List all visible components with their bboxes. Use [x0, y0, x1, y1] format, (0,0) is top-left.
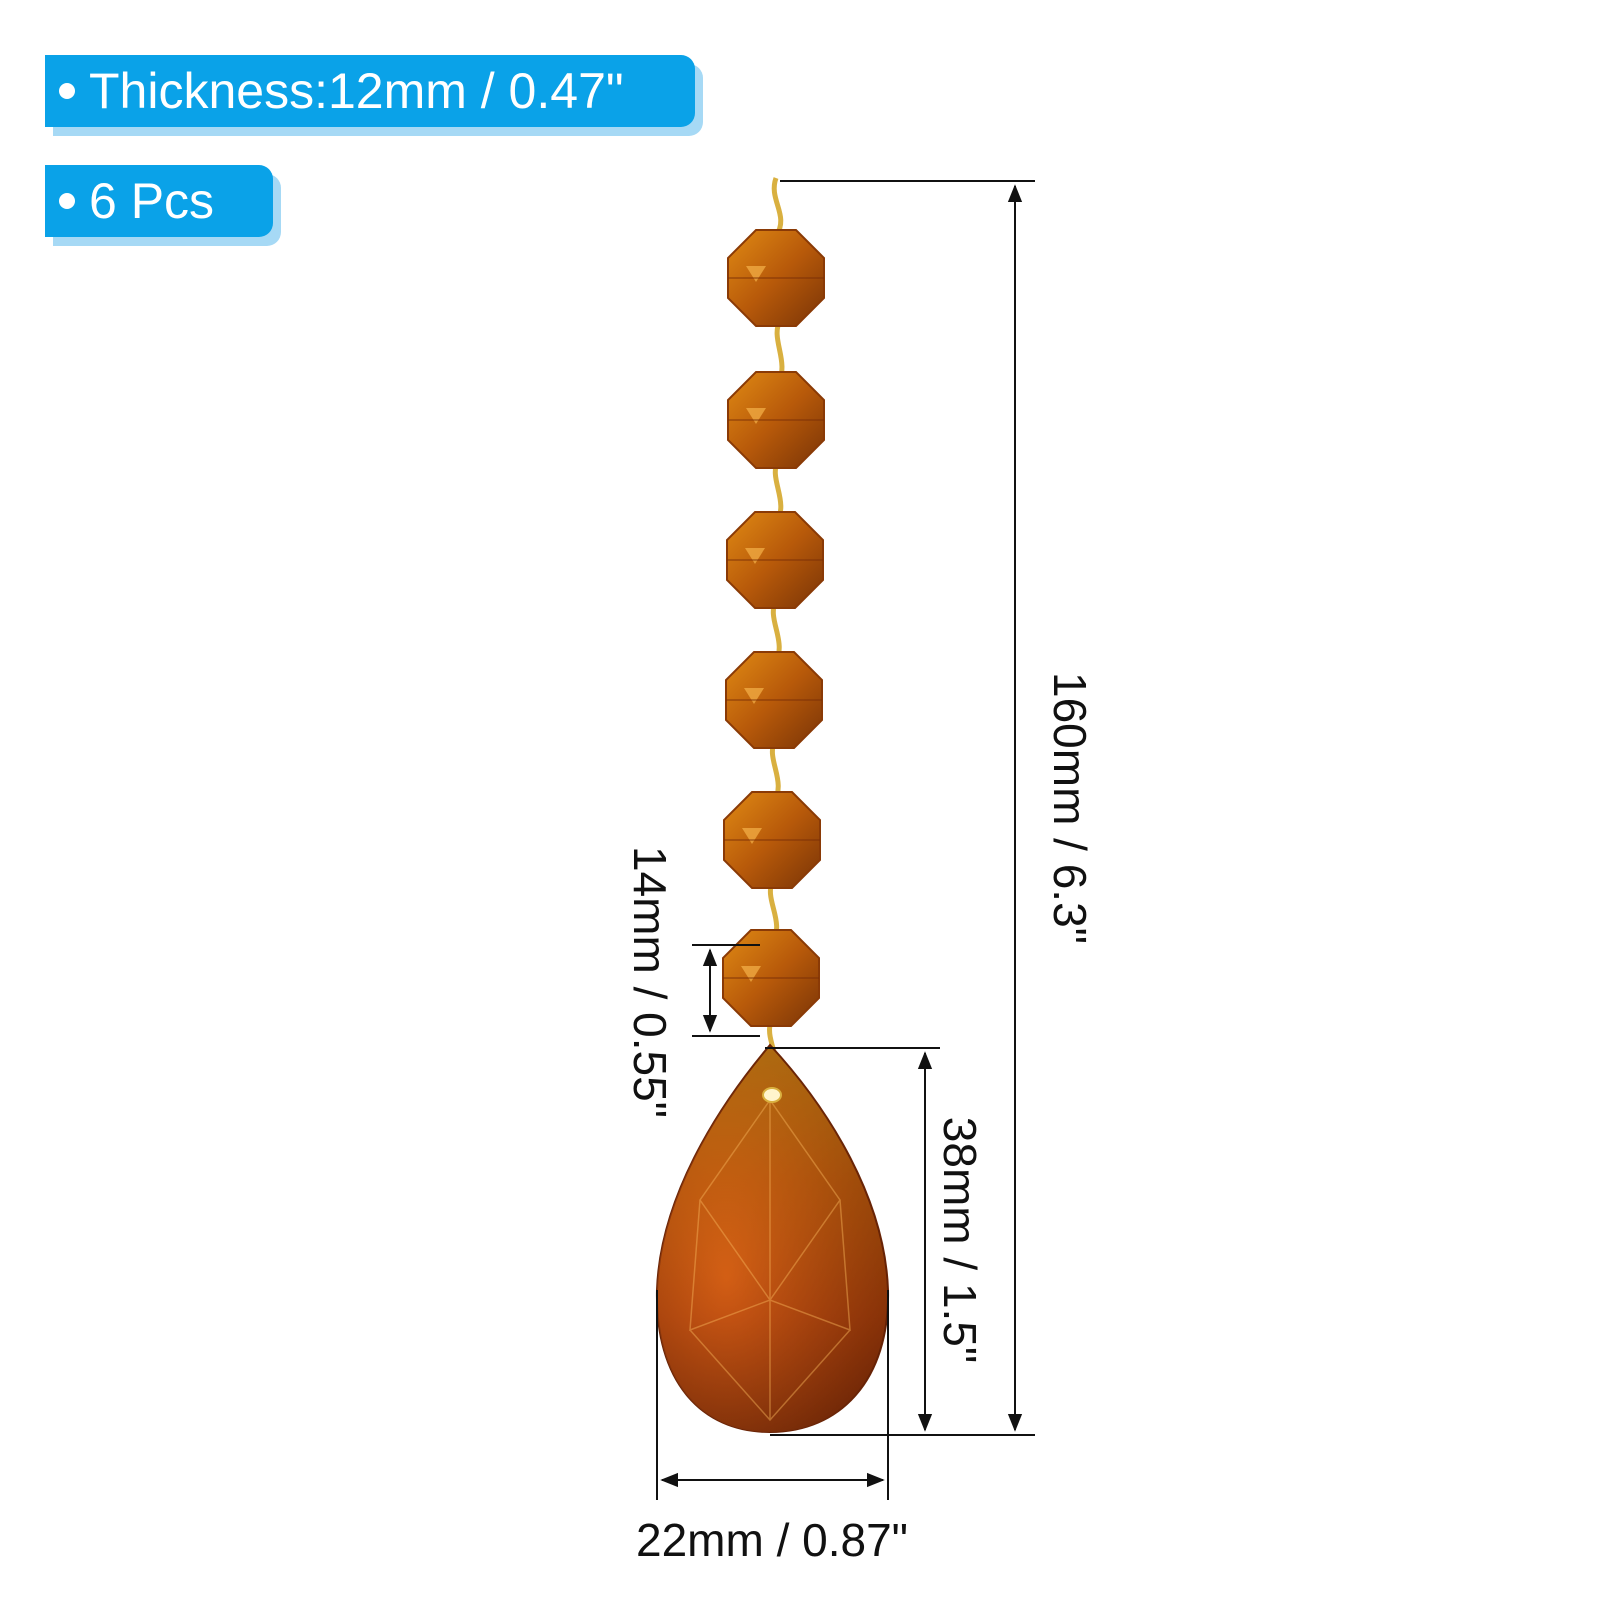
count-label: 6 Pcs	[89, 173, 215, 229]
drop-width-label: 22mm / 0.87"	[636, 1514, 908, 1566]
bead-size-dimension	[692, 944, 760, 1037]
bullet-icon	[59, 192, 75, 209]
bead-size-label: 14mm / 0.55"	[624, 846, 676, 1118]
bead-4	[725, 651, 823, 749]
bead-3	[726, 511, 824, 609]
drop-width-dimension	[656, 1290, 889, 1500]
drop-height-label: 38mm / 1.5"	[934, 1117, 986, 1363]
bead-6	[722, 929, 820, 1027]
count-badge: 6 Pcs	[45, 165, 273, 237]
thickness-label: Thickness:12mm / 0.47"	[89, 63, 624, 119]
bead-2	[727, 371, 825, 469]
bead-1	[727, 229, 825, 327]
drop-height-dimension	[765, 1047, 940, 1436]
bullet-icon	[59, 82, 75, 99]
teardrop-crystal	[655, 1043, 890, 1434]
bead-5	[723, 791, 821, 889]
thickness-badge: Thickness:12mm / 0.47"	[45, 55, 695, 127]
total-length-label: 160mm / 6.3"	[1044, 672, 1096, 944]
